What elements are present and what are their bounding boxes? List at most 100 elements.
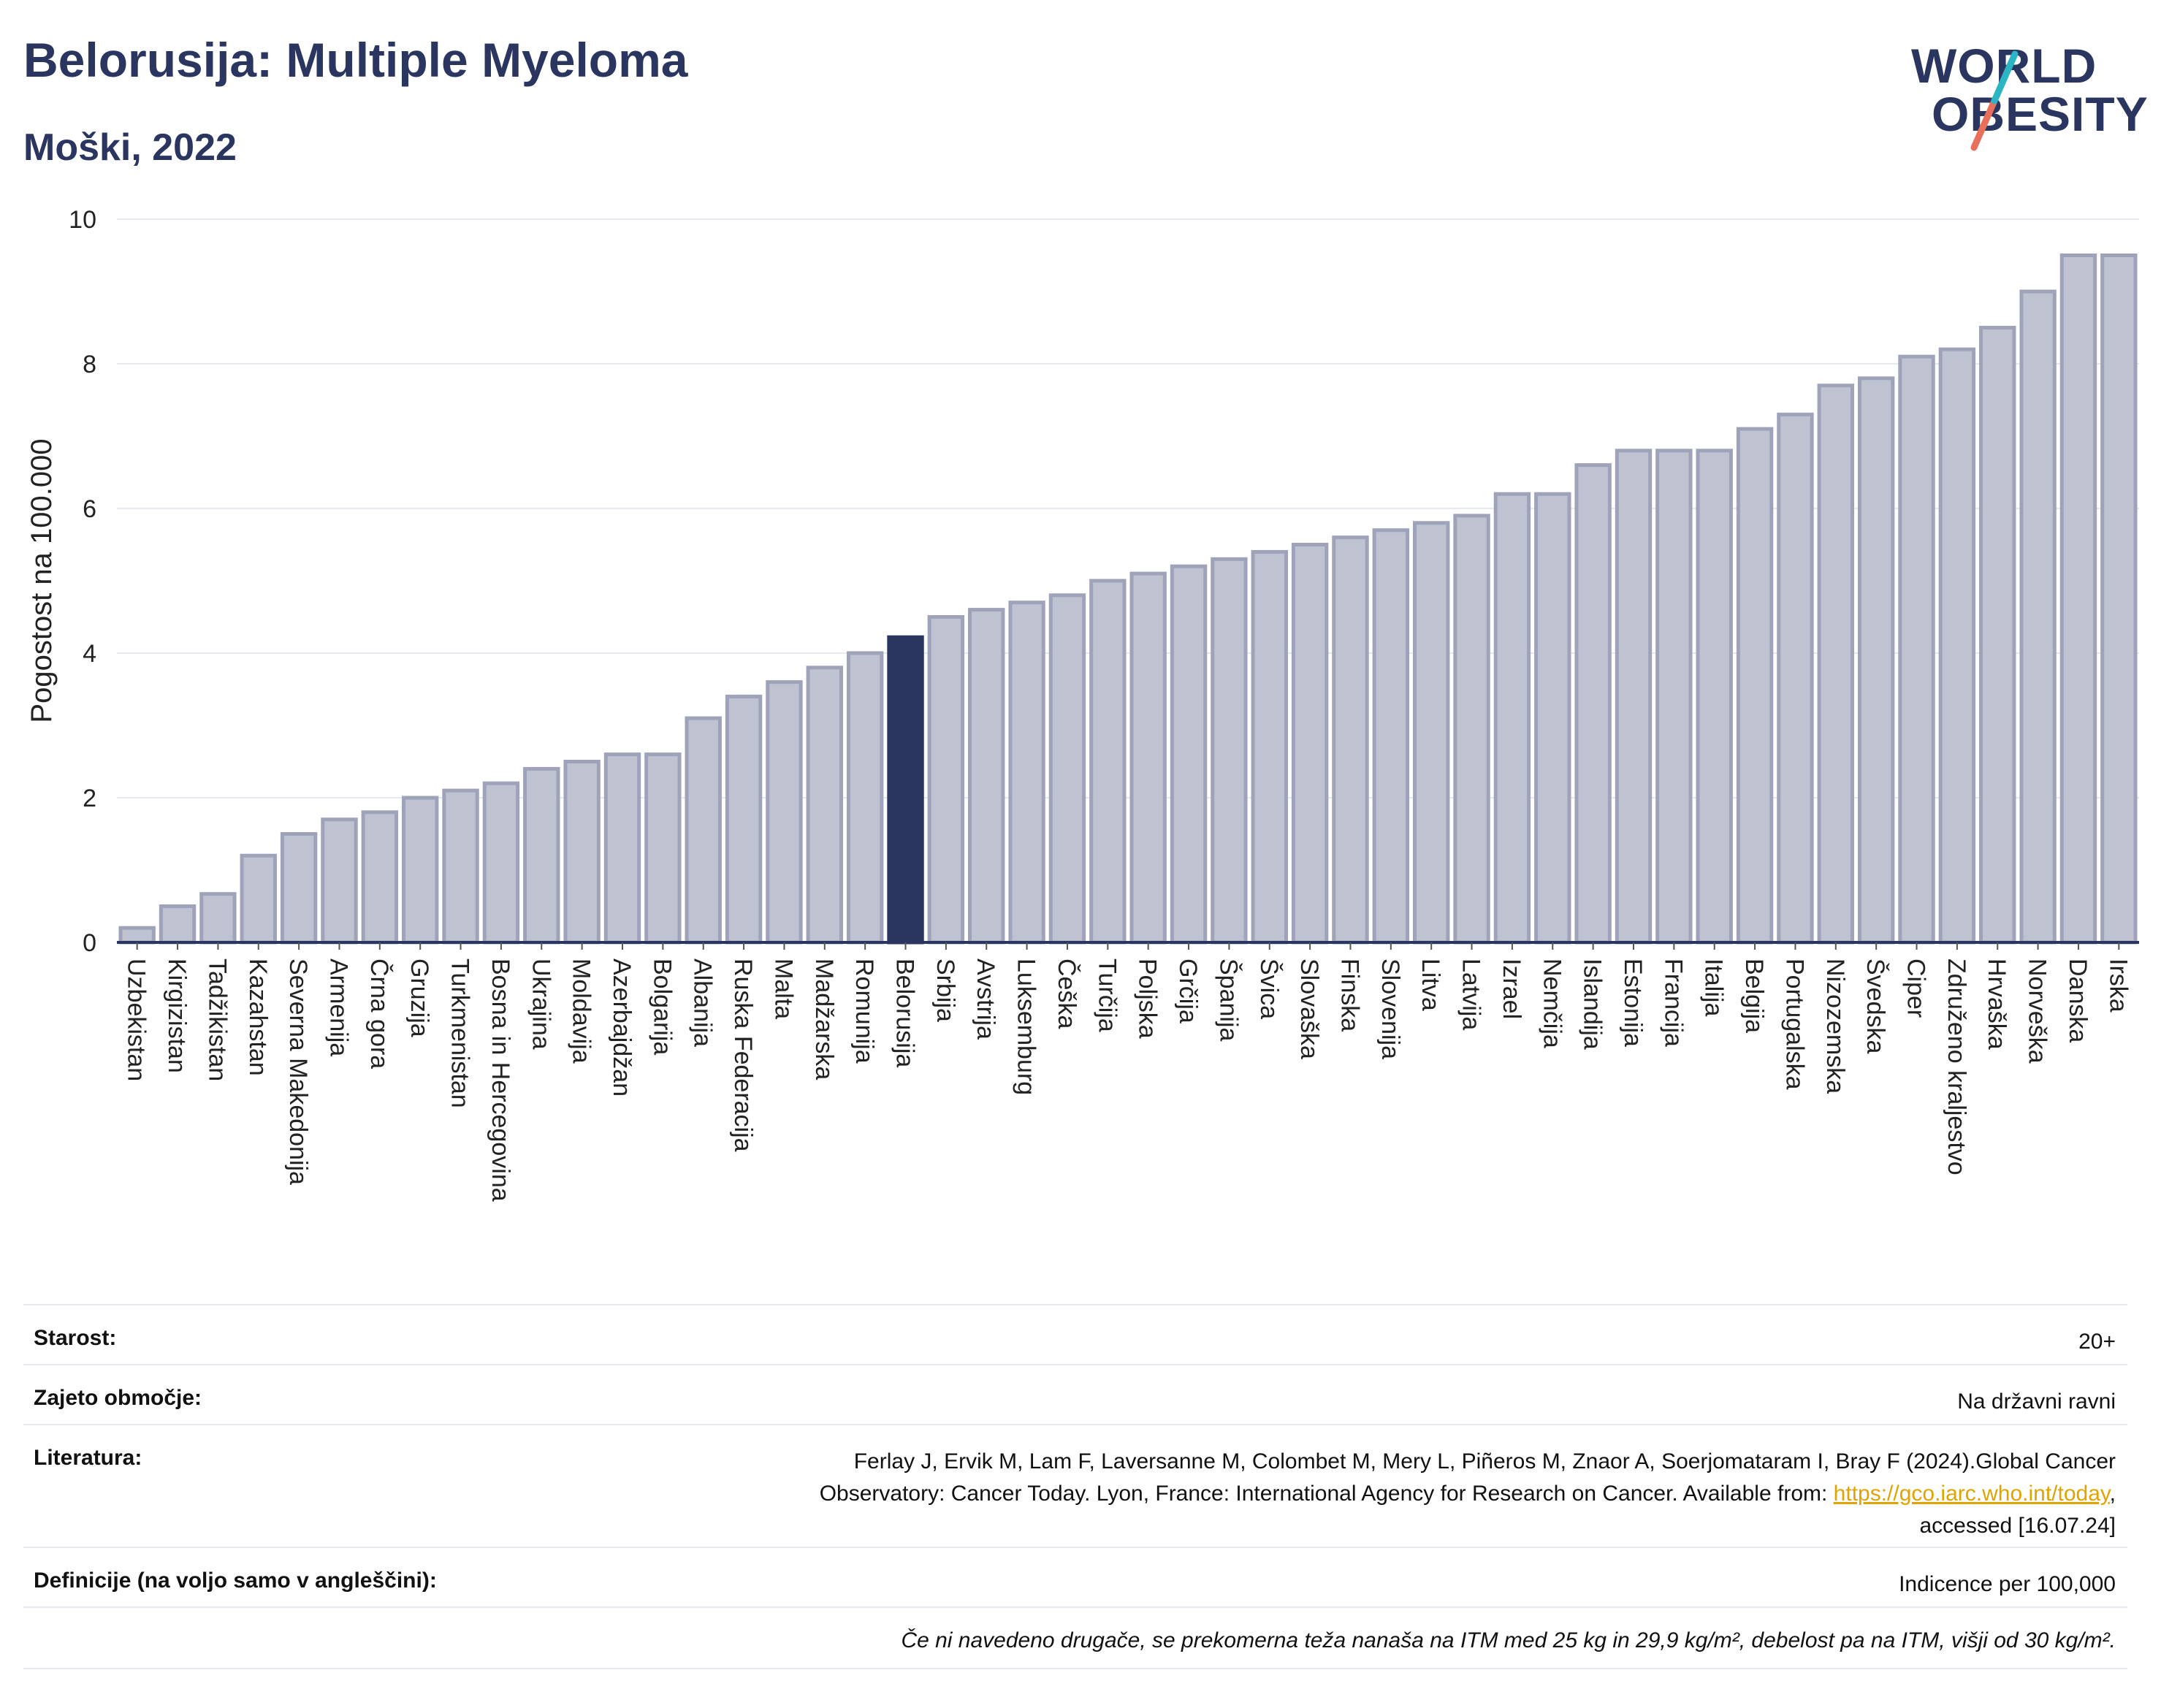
x-tick-label: Hrvaška: [1983, 958, 2011, 1050]
x-tick-label: Italija: [1700, 958, 1728, 1016]
references-value: Ferlay J, Ervik M, Lam F, Laversanne M, …: [655, 1446, 2116, 1542]
x-tick-label: Albanija: [689, 958, 717, 1047]
bar-tadžikistan: [199, 892, 237, 945]
x-tick-label: Ukrajina: [527, 958, 554, 1050]
bar-romunija: [846, 651, 884, 945]
x-tick-label: Armenija: [324, 958, 352, 1056]
x-tick-label: Litva: [1417, 958, 1444, 1011]
definitions-value: Indicence per 100,000: [1899, 1572, 2116, 1596]
bar-hrvaška: [1979, 326, 2016, 945]
x-tick-label: Norveška: [2024, 958, 2051, 1064]
x-tick-label: Bosna in Hercegovina: [487, 958, 514, 1202]
bar-slovenija: [1372, 528, 1410, 945]
x-tick-label: Malta: [769, 958, 797, 1019]
bar-grčija: [1170, 564, 1208, 945]
bar-finska: [1332, 535, 1369, 945]
info-row-age: Starost: 20+: [23, 1304, 2127, 1365]
chart-bars: [118, 253, 2138, 945]
x-tick-label: Madžarska: [810, 958, 838, 1080]
bar-kazahstan: [240, 853, 277, 945]
bar-litva: [1413, 521, 1450, 945]
bar-bosna-in-hercegovina: [482, 781, 520, 945]
x-tick-label: Belorusija: [891, 958, 919, 1067]
bar-ruska-federacija: [725, 694, 763, 945]
bar-gruzija: [402, 796, 439, 945]
y-axis-label: Pogostost na 100.000: [26, 438, 58, 723]
x-tick-label: Ruska Federacija: [729, 958, 757, 1152]
bar-albanija: [685, 716, 722, 945]
bar-danska: [2059, 253, 2097, 945]
x-tick-label: Ciper: [1902, 958, 1930, 1018]
x-tick-label: Slovaška: [1295, 958, 1323, 1059]
bar-armenija: [321, 817, 358, 945]
logo-word-obesity: OBESITY: [1932, 87, 2149, 141]
x-tick-label: Poljska: [1134, 958, 1162, 1039]
definitions-label: Definicije (na voljo samo v angleščini):: [34, 1568, 437, 1593]
x-axis-ticks: Uzbekistan Kirgizistan Tadžikistan Kazahsta…: [123, 942, 2132, 1202]
bar-francija: [1655, 449, 1693, 945]
x-tick-label: Kazahstan: [244, 958, 272, 1076]
bar-uzbekistan: [118, 926, 156, 945]
x-tick-label: Turčija: [1093, 958, 1121, 1032]
bar-združeno-kraljestvo: [1938, 347, 1976, 945]
info-row-references: Literatura: Ferlay J, Ervik M, Lam F, La…: [23, 1424, 2127, 1548]
x-tick-label: Islandija: [1579, 958, 1607, 1050]
bar-severna-makedonija: [280, 832, 318, 945]
bar-estonija: [1615, 449, 1653, 945]
bar-luksemburg: [1008, 601, 1045, 945]
x-tick-label: Srbija: [931, 958, 959, 1022]
x-tick-label: Romunija: [850, 958, 878, 1064]
bmi-note: Če ni navedeno drugače, se prekomerna te…: [901, 1628, 2116, 1652]
age-label: Starost:: [34, 1326, 117, 1350]
x-tick-label: Združeno kraljestvo: [1943, 958, 1970, 1175]
y-tick-label: 6: [83, 495, 96, 523]
bar-portugalska: [1777, 412, 1814, 945]
x-tick-label: Danska: [2064, 958, 2092, 1042]
bar-izrael: [1493, 492, 1531, 945]
coverage-label: Zajeto območje:: [34, 1386, 202, 1410]
y-tick-label: 0: [83, 929, 96, 957]
bar-švedska: [1857, 376, 1895, 945]
x-tick-label: Nemčija: [1538, 958, 1566, 1048]
x-tick-label: Češka: [1053, 958, 1080, 1029]
bar-azerbajdžan: [603, 752, 641, 945]
references-line-3: accessed [16.07.24]: [1919, 1514, 2116, 1538]
bar-slovaška: [1291, 543, 1329, 945]
bar-češka: [1048, 593, 1086, 945]
bar-ukrajina: [523, 766, 560, 945]
bar-belgija: [1736, 427, 1774, 945]
world-obesity-logo: WORLD OBESITY: [1907, 38, 2148, 155]
x-tick-label: Bolgarija: [648, 958, 676, 1055]
bar-madžarska: [806, 666, 843, 945]
x-tick-label: Švedska: [1861, 958, 1889, 1053]
references-line-1: Ferlay J, Ervik M, Lam F, Laversanne M, …: [853, 1449, 2116, 1473]
bar-turčija: [1089, 579, 1127, 945]
x-tick-label: Turkmenistan: [446, 958, 474, 1108]
y-tick-label: 2: [83, 785, 96, 812]
x-tick-label: Grčija: [1174, 958, 1202, 1023]
x-tick-label: Španija: [1214, 958, 1242, 1042]
x-tick-label: Luksemburg: [1013, 958, 1040, 1095]
x-tick-label: Kirgizistan: [163, 958, 191, 1073]
x-tick-label: Latvija: [1457, 958, 1485, 1030]
logo-slash-icon: [1970, 50, 2019, 151]
x-tick-label: Irska: [2104, 958, 2132, 1013]
x-tick-label: Nizozemska: [1821, 958, 1849, 1094]
coverage-value: Na državni ravni: [1957, 1389, 2116, 1414]
bar-moldavija: [563, 760, 601, 945]
bar-malta: [766, 680, 803, 945]
x-tick-label: Tadžikistan: [203, 958, 231, 1081]
info-row-coverage: Zajeto območje: Na državni ravni: [23, 1364, 2127, 1425]
chart-subtitle: Moški, 2022: [23, 126, 237, 169]
references-line-2: Observatory: Cancer Today. Lyon, France:…: [655, 1478, 2116, 1510]
bar-norveška: [2019, 289, 2057, 945]
chart-title: Belorusija: Multiple Myeloma: [23, 33, 688, 87]
bar-nemčija: [1534, 492, 1571, 945]
bar-irska: [2100, 253, 2138, 945]
bar-kirgizistan: [159, 904, 197, 945]
x-tick-label: Finska: [1335, 958, 1363, 1032]
bar-italija: [1696, 449, 1733, 945]
bar-islandija: [1574, 463, 1612, 945]
references-link[interactable]: https://gco.iarc.who.int/today: [1833, 1482, 2110, 1506]
bar-bolgarija: [644, 752, 682, 945]
